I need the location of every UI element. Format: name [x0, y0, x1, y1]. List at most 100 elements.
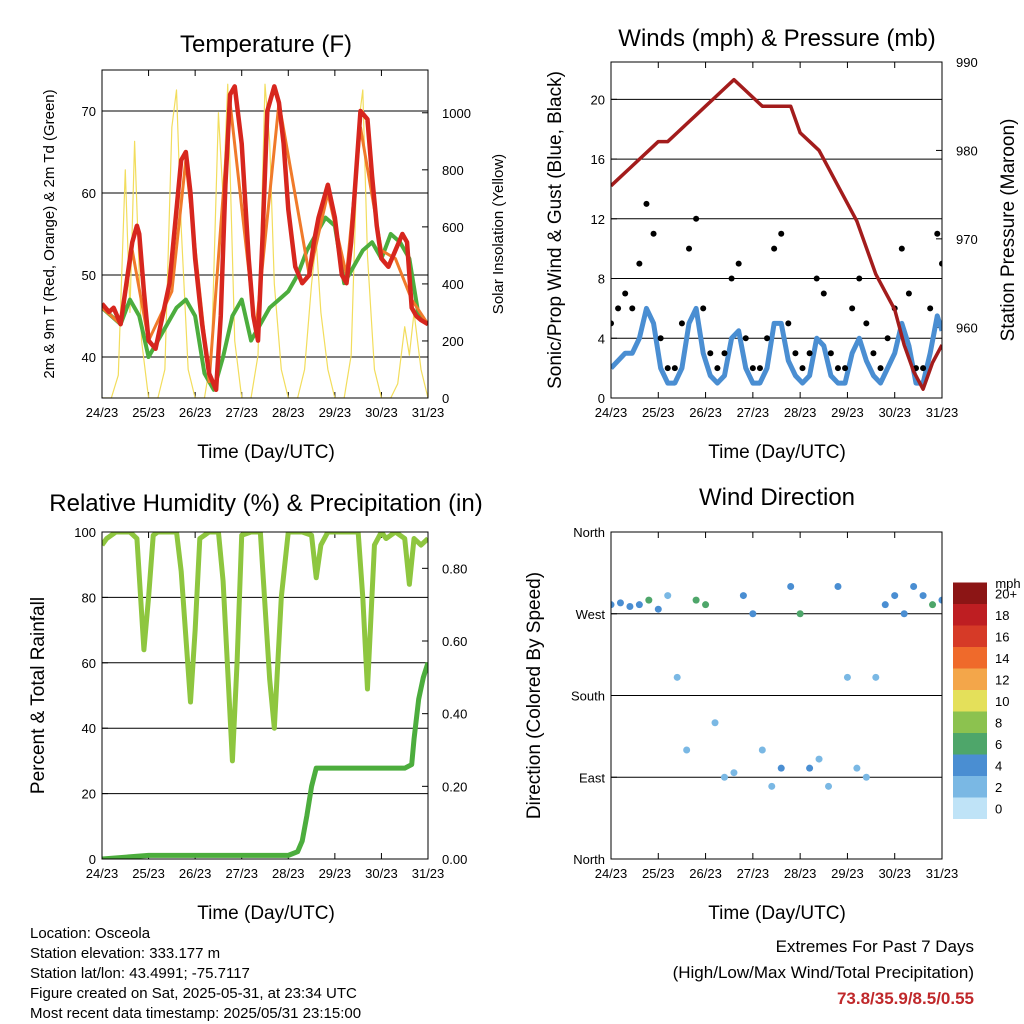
x-tick-label: 28/23 [272, 866, 305, 881]
gust-point [693, 215, 700, 222]
station-location: Location: Osceola [30, 925, 151, 942]
y-axis-label: Sonic/Prop Wind & Gust (Blue, Black) [545, 71, 566, 389]
direction-point [843, 673, 851, 681]
wind-speed-line [611, 305, 942, 386]
direction-point [834, 583, 842, 590]
y2-tick-label: 0.20 [442, 779, 467, 794]
y2-tick-label: 600 [442, 220, 464, 235]
plot-frame [610, 531, 943, 860]
extremes-values: 73.8/35.9/8.5/0.55 [836, 989, 974, 1008]
gust-point [664, 365, 671, 372]
gust-point [643, 200, 650, 207]
direction-point [758, 746, 766, 754]
direction-point [730, 769, 738, 777]
x-tick-label: 24/23 [86, 405, 119, 420]
y2-tick-label: 990 [956, 55, 978, 70]
legend-label: 18 [995, 608, 1009, 623]
gust-point [749, 365, 756, 372]
precip-line [102, 662, 428, 859]
gust-point [771, 245, 778, 252]
extremes-subtitle: (High/Low/Max Wind/Total Precipitation) [672, 963, 974, 982]
plot-frame [101, 531, 429, 860]
gust-point [764, 335, 771, 342]
legend-swatch [953, 776, 987, 798]
y-tick-label: 80 [82, 590, 96, 605]
legend-label: 6 [995, 737, 1002, 752]
gust-point [939, 260, 942, 267]
gust-point [671, 365, 678, 372]
x-tick-label: 24/23 [595, 405, 628, 420]
direction-point [815, 755, 823, 763]
extremes-box: Extremes For Past 7 Days (High/Low/Max W… [673, 934, 974, 1012]
legend-label: 8 [995, 715, 1002, 730]
x-tick-label: 27/23 [737, 866, 770, 881]
x-axis-label: Time (Day/UTC) [708, 903, 846, 924]
y2-tick-label: 800 [442, 163, 464, 178]
gust-point [877, 365, 884, 372]
x-tick-label: 29/23 [831, 866, 864, 881]
x-tick-label: 28/23 [784, 405, 817, 420]
x-tick-label: 30/23 [878, 866, 911, 881]
x-tick-label: 29/23 [319, 866, 352, 881]
gust-point [813, 275, 820, 282]
direction-point [900, 610, 908, 618]
gust-point [934, 230, 941, 237]
gust-point [905, 290, 912, 297]
y-tick-label: West [576, 607, 606, 622]
plot-area [611, 77, 942, 391]
chart-panel-3: Relative Humidity (%) & Precipitation (i… [28, 490, 483, 924]
direction-point [910, 583, 918, 590]
plot-area [611, 583, 942, 790]
legend-label: 14 [995, 651, 1009, 666]
direction-point [683, 746, 691, 754]
y2-tick-label: 970 [956, 232, 978, 247]
direction-point [692, 596, 700, 604]
gust-point [827, 350, 834, 357]
gust-point [742, 335, 749, 342]
y2-axis-label: Station Pressure (Maroon) [998, 119, 1019, 342]
y-axis-label: Percent & Total Rainfall [28, 597, 49, 794]
gust-point [622, 290, 629, 297]
x-tick-label: 28/23 [272, 405, 305, 420]
t2m-line [102, 84, 428, 393]
recent-timestamp: Most recent data timestamp: 2025/05/31 2… [30, 1005, 362, 1022]
y-tick-label: 8 [598, 272, 605, 287]
gust-point [611, 320, 614, 327]
x-tick-label: 26/23 [179, 405, 212, 420]
x-axis-label: Time (Day/UTC) [197, 442, 335, 463]
legend-label: 2 [995, 780, 1002, 795]
legend-swatch [953, 733, 987, 755]
gust-point [834, 365, 841, 372]
gust-point [735, 260, 742, 267]
gust-point [629, 305, 636, 312]
gust-point [721, 350, 728, 357]
x-tick-label: 30/23 [365, 405, 398, 420]
gust-point [778, 230, 785, 237]
station-elevation: Station elevation: 333.177 m [30, 945, 221, 962]
direction-point [787, 583, 795, 590]
pressure-line [611, 77, 942, 391]
direction-point [872, 673, 880, 681]
y-tick-label: 70 [82, 104, 96, 119]
y-axis-label: 2m & 9m T (Red, Orange) & 2m Td (Green) [41, 89, 58, 378]
y-tick-label: 40 [82, 721, 96, 736]
gust-point [884, 335, 891, 342]
direction-point [720, 773, 728, 781]
direction-point [645, 596, 653, 604]
legend-swatch [953, 604, 987, 626]
x-tick-label: 28/23 [784, 866, 817, 881]
legend-swatch [953, 668, 987, 690]
gust-point [799, 365, 806, 372]
gust-point [870, 350, 877, 357]
y-tick-label: 100 [74, 525, 96, 540]
legend-swatch [953, 582, 987, 604]
y-tick-label: 60 [82, 656, 96, 671]
direction-point [611, 601, 615, 609]
y2-tick-label: 0.60 [442, 634, 467, 649]
weather-charts: Temperature (F)4050607002004006008001000… [28, 25, 1021, 924]
x-tick-label: 31/23 [926, 866, 959, 881]
y-tick-label: 60 [82, 186, 96, 201]
y-tick-label: 12 [591, 212, 605, 227]
y2-tick-label: 1000 [442, 106, 471, 121]
x-axis-label: Time (Day/UTC) [197, 903, 335, 924]
